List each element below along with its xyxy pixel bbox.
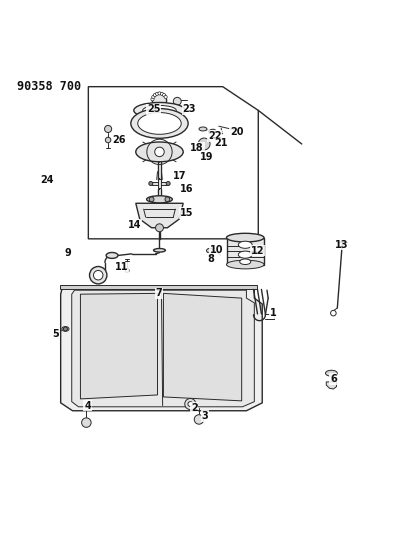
Circle shape [160, 92, 164, 95]
Circle shape [188, 402, 193, 406]
Circle shape [155, 147, 164, 157]
Ellipse shape [226, 233, 264, 242]
Circle shape [331, 310, 336, 316]
Ellipse shape [62, 327, 69, 332]
Circle shape [185, 399, 196, 409]
Circle shape [156, 224, 164, 232]
Ellipse shape [199, 127, 207, 131]
Ellipse shape [326, 370, 338, 376]
Ellipse shape [138, 112, 181, 134]
Text: 5: 5 [53, 329, 59, 338]
Circle shape [149, 197, 154, 201]
Ellipse shape [136, 142, 183, 162]
Circle shape [90, 266, 107, 284]
Circle shape [105, 138, 111, 143]
Bar [152, 182, 168, 185]
Text: 4: 4 [84, 401, 91, 410]
Circle shape [158, 92, 161, 95]
Circle shape [94, 270, 103, 280]
Text: 19: 19 [200, 151, 214, 161]
Ellipse shape [134, 102, 185, 118]
Circle shape [152, 95, 155, 99]
Text: 15: 15 [179, 208, 193, 218]
Circle shape [162, 93, 166, 96]
Polygon shape [164, 293, 242, 401]
Circle shape [166, 182, 170, 185]
Bar [158, 179, 161, 188]
Text: 23: 23 [182, 104, 196, 114]
Text: 22: 22 [208, 131, 222, 141]
Text: 8: 8 [207, 254, 214, 264]
Ellipse shape [146, 196, 172, 203]
Polygon shape [136, 203, 183, 228]
Text: 11: 11 [115, 262, 129, 272]
Text: 14: 14 [128, 220, 142, 230]
Ellipse shape [154, 248, 166, 252]
Circle shape [151, 98, 154, 101]
Text: 26: 26 [112, 135, 126, 145]
Circle shape [156, 92, 159, 95]
Ellipse shape [226, 260, 264, 269]
Circle shape [105, 125, 112, 133]
Text: 6: 6 [330, 374, 337, 384]
Ellipse shape [142, 106, 176, 115]
Bar [60, 285, 258, 289]
Circle shape [165, 197, 170, 201]
Circle shape [82, 418, 91, 427]
Circle shape [164, 95, 167, 99]
Text: 10: 10 [210, 245, 224, 255]
Text: 25: 25 [147, 104, 160, 114]
Text: 3: 3 [201, 411, 208, 421]
Ellipse shape [106, 253, 118, 259]
Text: 2: 2 [191, 403, 198, 413]
Ellipse shape [209, 129, 215, 133]
Ellipse shape [238, 251, 252, 258]
Text: 16: 16 [179, 184, 193, 195]
Text: 18: 18 [190, 143, 204, 153]
Text: 21: 21 [214, 138, 228, 148]
Polygon shape [88, 87, 258, 239]
Circle shape [194, 415, 204, 424]
Bar [227, 238, 264, 264]
Circle shape [63, 327, 67, 331]
Circle shape [125, 269, 129, 272]
Ellipse shape [131, 109, 188, 138]
Circle shape [153, 93, 156, 96]
Text: 17: 17 [172, 171, 186, 181]
Circle shape [149, 182, 153, 185]
Text: 7: 7 [155, 288, 162, 298]
Text: 9: 9 [64, 248, 71, 257]
Polygon shape [72, 290, 254, 407]
Text: 90358 700: 90358 700 [17, 80, 81, 93]
Polygon shape [326, 382, 337, 389]
Text: 24: 24 [40, 174, 54, 184]
Ellipse shape [238, 241, 252, 248]
Ellipse shape [207, 248, 214, 253]
Circle shape [152, 93, 167, 108]
Text: 12: 12 [251, 246, 264, 256]
Polygon shape [60, 286, 262, 411]
Circle shape [173, 98, 181, 105]
Polygon shape [80, 293, 158, 399]
Circle shape [198, 138, 210, 150]
Text: 13: 13 [335, 240, 348, 250]
Text: 1: 1 [270, 308, 277, 318]
Ellipse shape [240, 259, 251, 264]
Text: 20: 20 [230, 127, 243, 137]
